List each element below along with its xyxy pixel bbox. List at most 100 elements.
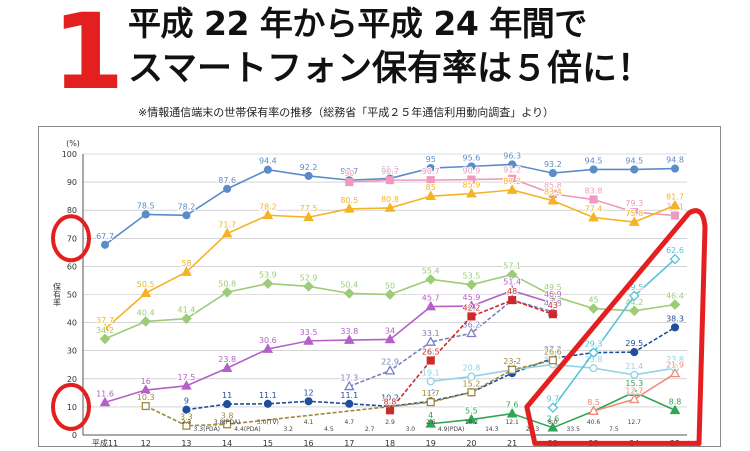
series-1: 67.778.5 78.287.694.492.2 90.7 91.395 95.6 96… (95, 150, 685, 249)
data-point (466, 327, 477, 338)
data-point (426, 176, 435, 185)
data-label: 46.4 (666, 292, 684, 301)
series-line (552, 258, 676, 409)
data-point (223, 184, 232, 193)
data-label: 37.7 (96, 316, 114, 325)
y-tick-label: 100 (62, 150, 77, 159)
data-point (221, 227, 233, 238)
data-label: 8.5 (587, 398, 600, 407)
data-label: 62.6 (666, 246, 684, 255)
data-point (384, 202, 396, 212)
data-label: 42.2 (463, 303, 481, 312)
data-label: 96.3 (503, 151, 521, 160)
data-label: 3.3 (180, 413, 193, 422)
data-point (669, 367, 681, 378)
data-label: 9.7 (546, 395, 559, 404)
data-point (588, 211, 599, 222)
data-label: 36.2 (463, 320, 481, 329)
data-point (304, 171, 313, 180)
x-tick-label: 平成11 (92, 438, 118, 448)
data-point (262, 343, 274, 353)
y-tick-label: 40 (67, 319, 77, 328)
data-point (263, 165, 272, 174)
x-tick-label: 20 (466, 439, 476, 448)
data-label: 19.1 (422, 368, 440, 377)
data-label: 2.6 (546, 415, 559, 424)
data-point (506, 269, 518, 280)
data-point (630, 370, 639, 379)
y-tick-label: 10 (67, 403, 77, 412)
data-label: 27.3 (544, 345, 562, 354)
data-point (466, 413, 477, 424)
data-label: 94.5 (625, 156, 643, 165)
data-point (303, 335, 314, 345)
data-label: 4 (428, 411, 433, 420)
data-point (425, 418, 437, 428)
data-label: 16 (141, 377, 151, 386)
data-point (466, 300, 477, 310)
callout-label: 40.6 (587, 419, 601, 426)
data-point (589, 195, 598, 204)
source-note: ※情報通信端末の世帯保有率の推移（総務省「平成２５年通信利用動向調査」より） (138, 106, 554, 119)
callout-label: 4.1 (304, 419, 314, 426)
data-label: 10.3 (137, 393, 155, 402)
data-label: 21.4 (625, 362, 643, 371)
data-label: 26.6 (544, 347, 562, 356)
data-point (262, 209, 274, 220)
data-point (304, 397, 313, 406)
y-unit-label: (%) (66, 139, 80, 148)
data-point (669, 299, 681, 310)
data-label: 23.8 (666, 355, 684, 364)
callout-label: 3.3(PDA) (194, 426, 220, 433)
data-label: 33.8 (340, 327, 358, 336)
data-label: 15.2 (463, 379, 481, 388)
data-label: 94.5 (585, 156, 603, 165)
data-label: 50.4 (340, 280, 358, 289)
data-point (628, 393, 640, 404)
data-point (508, 365, 517, 374)
data-point (425, 336, 437, 346)
data-label: 23.2 (503, 357, 521, 366)
x-tick-label: 16 (303, 439, 313, 448)
data-point (467, 388, 476, 397)
data-label: 95.6 (463, 153, 481, 162)
data-point (466, 279, 477, 290)
data-point (669, 199, 681, 210)
series-8: 8.8 26.5 42.2 48 43 (383, 286, 559, 415)
callout-label: 3.0(TV) (257, 419, 279, 426)
data-point (588, 405, 599, 415)
data-point (384, 333, 396, 344)
data-point (426, 398, 435, 407)
series-3: 37.7 50.5 58 71.7 78.2 77.5 80.5 80.8 85 85.9 87.2… (95, 176, 685, 333)
data-point (221, 362, 233, 372)
data-point (467, 312, 476, 321)
x-tick-label: 18 (385, 439, 395, 448)
data-point (669, 404, 681, 415)
data-label: 85.8 (544, 181, 562, 190)
y-tick-label: 50 (67, 291, 77, 300)
data-label: 80.5 (340, 196, 358, 205)
data-label: 43 (548, 301, 558, 310)
data-point (345, 178, 354, 187)
data-point (425, 300, 437, 311)
headline-number: 1 (52, 0, 125, 113)
data-label: 77.5 (300, 204, 318, 213)
callout-label: 12.1 (505, 419, 519, 426)
data-point (182, 211, 191, 220)
callout-label: 4.4(PDA) (234, 426, 260, 433)
data-label: 53.9 (259, 271, 277, 280)
data-label: 11.1 (259, 391, 277, 400)
data-label: 83.8 (585, 187, 603, 196)
data-label: 57.1 (503, 262, 521, 271)
data-point (467, 372, 476, 381)
data-label: 94.4 (259, 157, 277, 166)
data-label: 11.1 (340, 391, 358, 400)
data-point (182, 405, 191, 414)
data-label: 49.5 (544, 283, 562, 292)
callout-label: 10.2 (465, 419, 479, 426)
highlight-circle-10 (51, 382, 91, 431)
data-label: 44.2 (625, 298, 643, 307)
data-label: 23.2 (503, 357, 521, 366)
data-label: 90.7 (340, 167, 358, 176)
data-point (628, 305, 640, 317)
